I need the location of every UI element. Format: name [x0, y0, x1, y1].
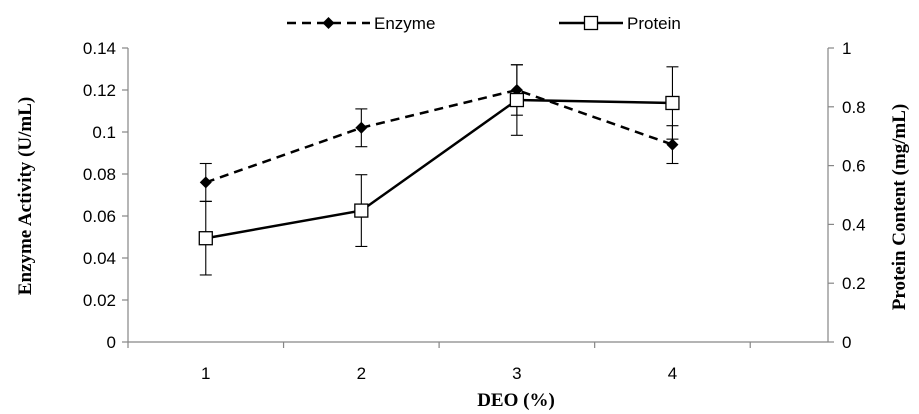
legend-item-protein: Protein [559, 14, 681, 33]
legend-marker-protein [583, 15, 599, 31]
x-tick-label: 3 [512, 364, 521, 383]
axes-group: 0 0.02 0.04 0.06 0.08 0.1 0.12 0.14 0 0.2 0.4 0.6 0.… [83, 39, 866, 383]
series-group [198, 64, 680, 276]
y-axis-title: Enzyme Activity (U/mL) [15, 97, 36, 295]
protein-line [205, 98, 673, 240]
legend-label-enzyme: Enzyme [374, 14, 435, 33]
protein-data-point [509, 92, 525, 108]
enzyme-data-point [199, 176, 212, 189]
enzyme-series [199, 64, 679, 202]
protein-data-point [665, 95, 680, 111]
x-axis-title: DEO (%) [477, 390, 555, 411]
y-tick-label: 0.06 [83, 207, 116, 226]
legend: Enzyme Protein [287, 14, 681, 33]
y2-tick-label: 0.8 [842, 98, 866, 117]
x-tick-label: 4 [668, 364, 677, 383]
y2-tick-label: 0.4 [842, 215, 866, 234]
y2-tick-label: 0.2 [842, 274, 866, 293]
enzyme-line [205, 88, 673, 184]
y-tick-label: 0 [107, 333, 116, 352]
legend-marker-enzyme [322, 17, 335, 29]
y-tick-label: 0.1 [92, 123, 116, 142]
y-tick-label: 0.14 [83, 39, 116, 58]
legend-item-enzyme: Enzyme [287, 14, 435, 33]
enzyme-data-point [355, 121, 368, 134]
x-tick-label: 2 [357, 364, 366, 383]
y2-tick-label: 0 [842, 333, 851, 352]
enzyme-data-point [666, 138, 679, 151]
x-tick-label: 1 [201, 364, 210, 383]
y-tick-label: 0.08 [83, 165, 116, 184]
protein-series [198, 64, 680, 276]
y-tick-label: 0.12 [83, 81, 116, 100]
y-tick-label: 0.02 [83, 291, 116, 310]
y2-tick-label: 1 [842, 39, 851, 58]
legend-label-protein: Protein [627, 14, 681, 33]
y2-tick-label: 0.6 [842, 157, 866, 176]
y-tick-label: 0.04 [83, 249, 116, 268]
protein-data-point [198, 231, 213, 246]
protein-data-point [354, 203, 369, 218]
y2-axis-title: Protein Content (mg/mL) [889, 104, 910, 311]
